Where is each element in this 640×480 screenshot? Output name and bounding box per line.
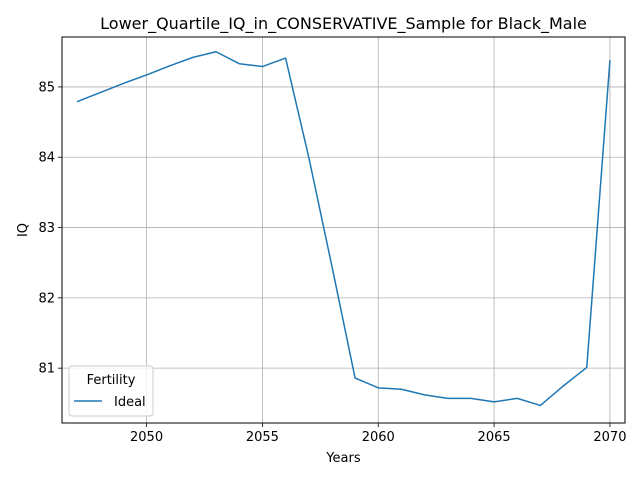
plot-frame bbox=[61, 36, 626, 424]
chart-title: Lower_Quartile_IQ_in_CONSERVATIVE_Sample… bbox=[100, 14, 587, 34]
grid bbox=[62, 37, 625, 423]
series-line-ideal bbox=[76, 51, 611, 407]
y-tick-label: 85 bbox=[38, 80, 55, 95]
axis-ticks: 2050 2055 2060 2065 2070 81 82 83 84 85 bbox=[38, 80, 626, 445]
series-layer bbox=[76, 51, 611, 407]
x-tick-label: 2065 bbox=[478, 430, 511, 445]
x-axis-label: Years bbox=[325, 451, 361, 466]
legend-label-ideal: Ideal bbox=[114, 395, 146, 410]
y-tick-label: 83 bbox=[38, 221, 55, 236]
legend: Fertility Ideal bbox=[68, 365, 154, 417]
x-tick-label: 2060 bbox=[362, 430, 395, 445]
y-tick-label: 81 bbox=[38, 362, 55, 377]
y-axis-label: IQ bbox=[16, 223, 31, 237]
x-tick-label: 2070 bbox=[593, 430, 626, 445]
y-tick-label: 82 bbox=[38, 291, 55, 306]
legend-title: Fertility bbox=[87, 373, 136, 388]
x-tick-label: 2055 bbox=[246, 430, 279, 445]
x-tick-label: 2050 bbox=[130, 430, 163, 445]
legend-box bbox=[68, 365, 154, 417]
y-tick-label: 84 bbox=[38, 151, 55, 166]
